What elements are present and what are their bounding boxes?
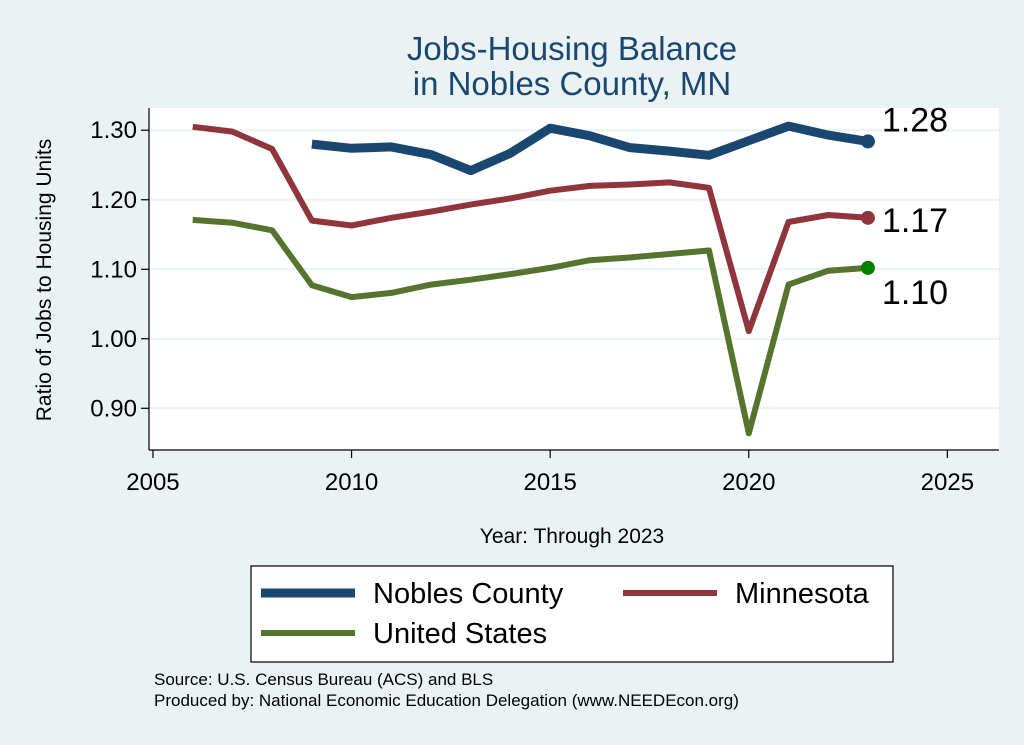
end-marker-minnesota <box>860 210 875 225</box>
source-note: Source: U.S. Census Bureau (ACS) and BLS <box>154 670 493 689</box>
x-tick-label: 2015 <box>523 469 576 496</box>
legend-label-minnesota: Minnesota <box>735 578 870 610</box>
legend-box <box>250 565 894 663</box>
end-marker-nobles-county <box>860 134 875 149</box>
x-axis-title: Year: Through 2023 <box>480 525 665 548</box>
series-line-united-states <box>192 216 869 437</box>
chart-title-line-1: Jobs-Housing Balance <box>407 30 737 67</box>
y-axis-title: Ratio of Jobs to Housing Units <box>33 139 56 421</box>
y-tick-label: 1.30 <box>90 117 137 144</box>
legend-label-nobles-county: Nobles County <box>373 578 564 610</box>
y-axis-ticks: 0.90 1.00 1.10 1.20 1.30 <box>90 117 149 422</box>
x-tick-label: 2020 <box>722 469 775 496</box>
x-tick-label: 2010 <box>325 469 378 496</box>
series-line-minnesota <box>192 123 869 335</box>
producer-note: Produced by: National Economic Education… <box>154 691 739 710</box>
legend-label-united-states: United States <box>373 618 547 650</box>
chart-title-line-2: in Nobles County, MN <box>413 65 732 102</box>
y-tick-label: 0.90 <box>90 395 137 422</box>
series-line-nobles-county <box>311 121 869 176</box>
end-marker-united-states <box>860 260 875 275</box>
y-tick-label: 1.10 <box>90 256 137 283</box>
series-lines: 1.28 1.17 1.10 <box>192 101 948 437</box>
plot-area <box>149 108 999 450</box>
x-axis-ticks: 2005 2010 2015 2020 2025 <box>126 450 974 496</box>
x-tick-label: 2025 <box>921 469 974 496</box>
y-tick-label: 1.20 <box>90 187 137 214</box>
end-label-minnesota: 1.17 <box>882 202 948 240</box>
end-label-united-states: 1.10 <box>882 274 948 312</box>
y-tick-label: 1.00 <box>90 326 137 353</box>
end-label-nobles-county: 1.28 <box>882 101 948 139</box>
x-tick-label: 2005 <box>126 469 179 496</box>
